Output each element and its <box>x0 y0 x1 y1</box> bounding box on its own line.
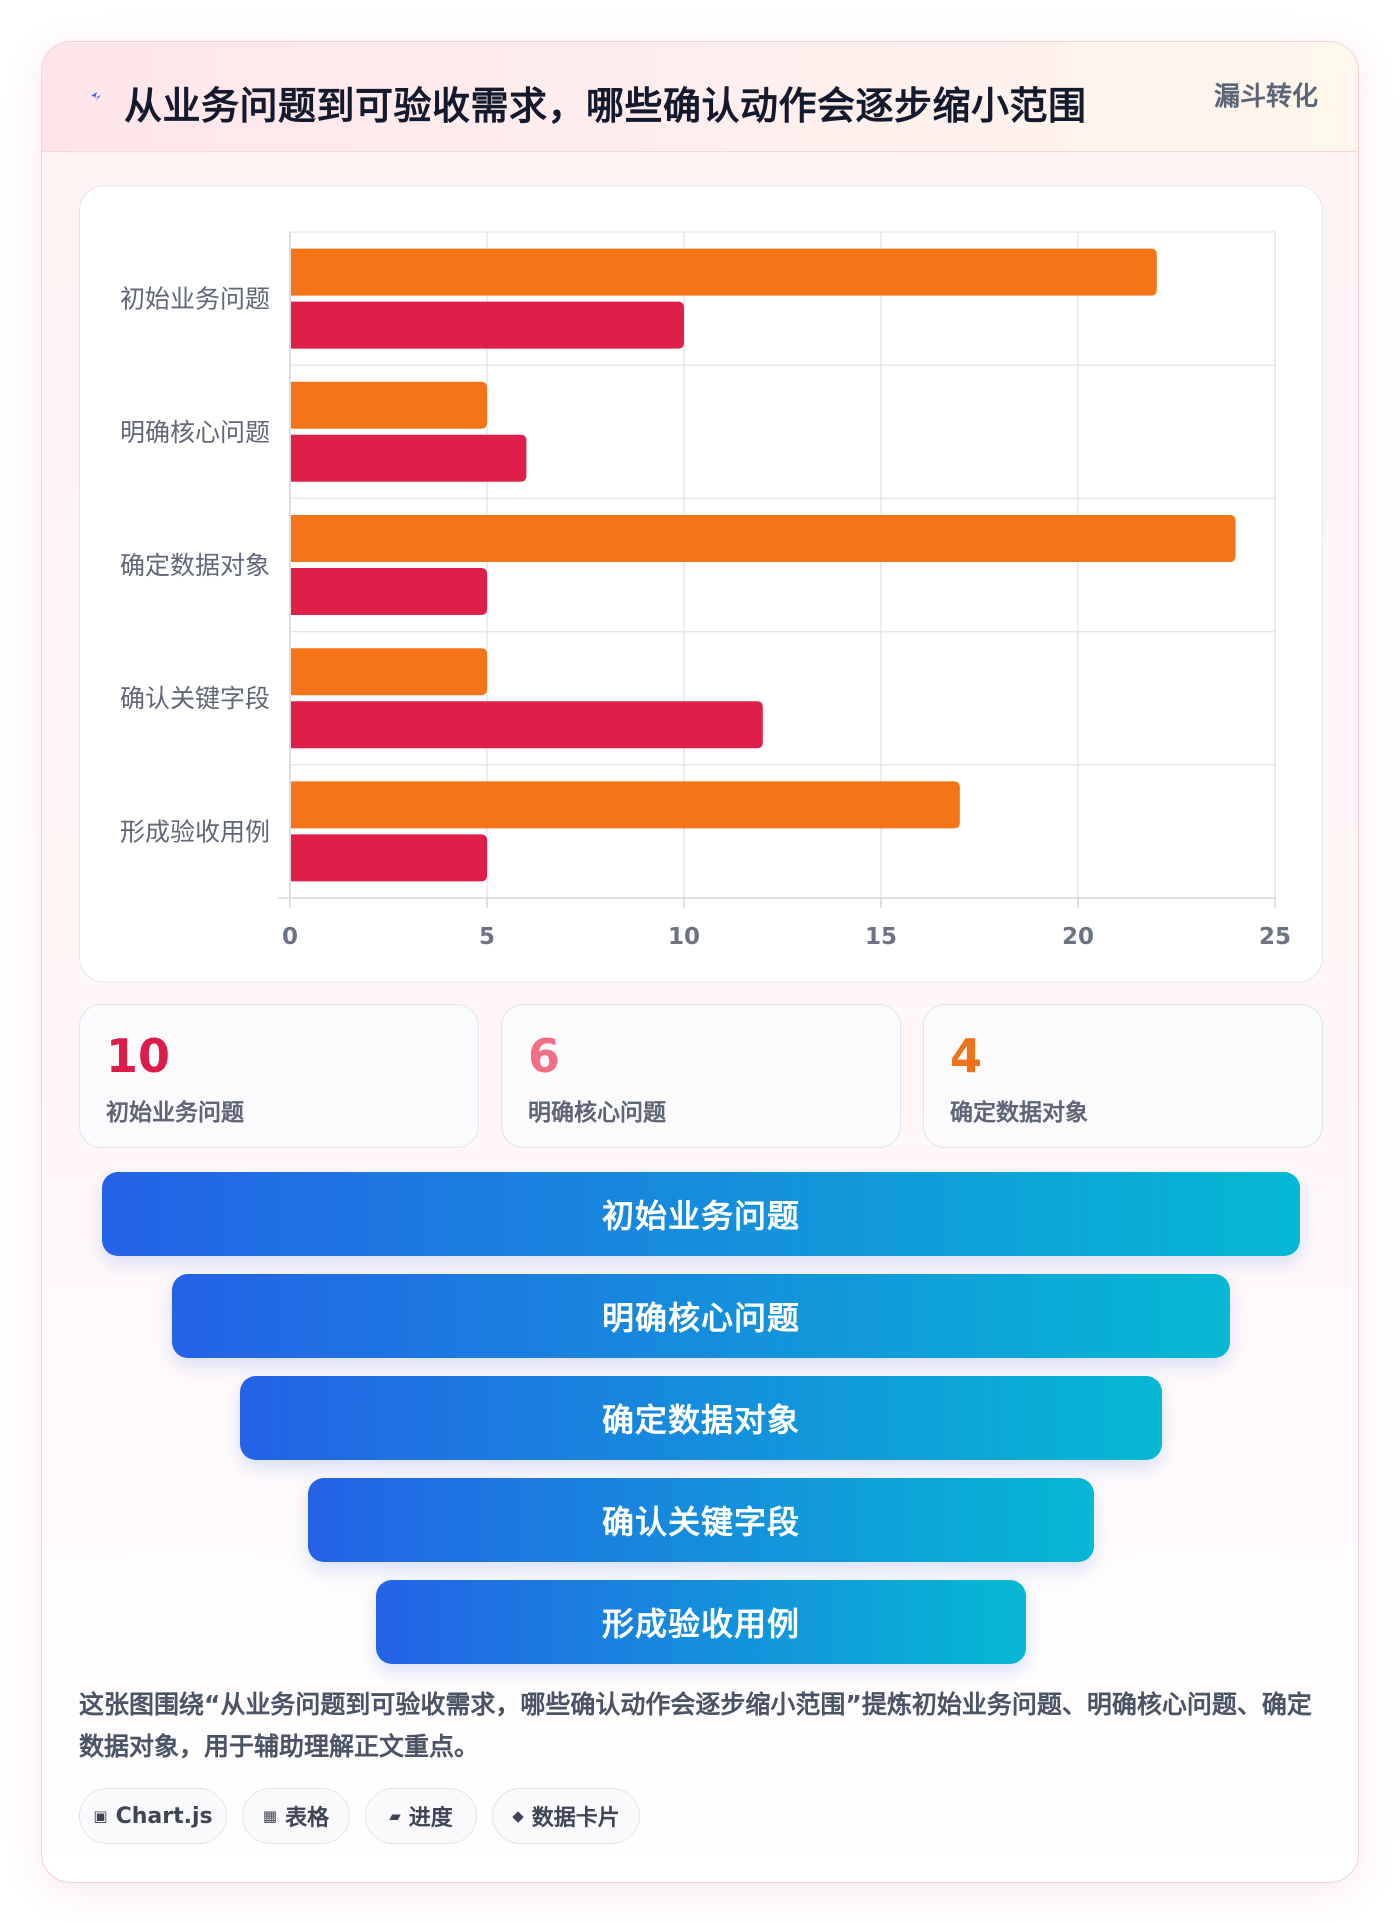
chip-label: Chart.js <box>115 1803 213 1829</box>
bar <box>291 301 684 349</box>
funnel-stage: 确定数据对象 <box>240 1376 1162 1460</box>
chip-data-card[interactable]: ◆ 数据卡片 <box>492 1788 640 1844</box>
description-text: 这张图围绕“从业务问题到可验收需求，哪些确认动作会逐步缩小范围”提炼初始业务问题… <box>79 1690 1312 1761</box>
stat-value: 4 <box>950 1029 983 1083</box>
chip-icon: ▦ <box>262 1807 278 1825</box>
lightning-icon <box>91 92 101 101</box>
page-title: 从业务问题到可验收需求，哪些确认动作会逐步缩小范围 <box>124 84 1087 128</box>
stat-label: 明确核心问题 <box>528 1100 666 1126</box>
bar <box>291 381 487 429</box>
category-tag: 漏斗转化 <box>1213 82 1318 112</box>
chip-label: 表格 <box>285 1806 330 1831</box>
bar <box>291 434 527 482</box>
bar <box>291 701 763 749</box>
funnel-stage: 形成验收用例 <box>376 1580 1026 1664</box>
stat-cards: 10 初始业务问题 6 明确核心问题 4 确定数据对象 <box>79 1004 1323 1148</box>
bar <box>291 515 1236 562</box>
funnel-stage: 明确核心问题 <box>172 1274 1230 1358</box>
x-tick-label: 25 <box>1259 924 1291 950</box>
x-tick-label: 10 <box>668 924 700 950</box>
funnel-stage: 初始业务问题 <box>102 1172 1300 1256</box>
stat-card: 4 确定数据对象 <box>923 1004 1323 1148</box>
stat-value: 10 <box>106 1029 171 1083</box>
bar <box>291 834 487 882</box>
bar <box>291 248 1157 296</box>
chip-table[interactable]: ▦ 表格 <box>242 1788 350 1844</box>
bar-chart: 0 5 10 15 20 25 初始业务问题 明确核心问题 确定数据对象 确认关键字段 形成验收用例 <box>79 185 1323 983</box>
card-header: 从业务问题到可验收需求，哪些确认动作会逐步缩小范围 漏斗转化 <box>42 42 1358 152</box>
y-category-label: 确认关键字段 <box>120 684 270 713</box>
chip-label: 进度 <box>408 1806 453 1831</box>
chip-icon: ▣ <box>93 1807 108 1825</box>
stat-label: 确定数据对象 <box>950 1100 1088 1126</box>
x-tick-label: 15 <box>865 924 897 950</box>
x-tick-label: 20 <box>1062 924 1094 950</box>
x-tick-label: 5 <box>479 924 495 950</box>
y-category-label: 确定数据对象 <box>120 551 270 580</box>
bar <box>291 781 960 829</box>
bar <box>291 648 487 696</box>
chip-label: 数据卡片 <box>531 1806 620 1831</box>
stat-card: 6 明确核心问题 <box>501 1004 901 1148</box>
y-category-label: 初始业务问题 <box>120 285 270 314</box>
y-category-label: 明确核心问题 <box>120 418 270 447</box>
x-tick-label: 0 <box>282 924 298 950</box>
funnel-stage: 确认关键字段 <box>308 1478 1094 1562</box>
chip-progress[interactable]: ▰ 进度 <box>365 1788 477 1844</box>
chip-icon: ▰ <box>389 1807 401 1825</box>
funnel: 初始业务问题 明确核心问题 确定数据对象 确认关键字段 形成验收用例 <box>42 1172 1358 1672</box>
stat-card: 10 初始业务问题 <box>79 1004 479 1148</box>
stat-value: 6 <box>528 1029 561 1083</box>
bar <box>291 568 487 615</box>
y-category-label: 形成验收用例 <box>120 817 270 846</box>
infographic-card: 从业务问题到可验收需求，哪些确认动作会逐步缩小范围 漏斗转化 0 5 10 15 20 2… <box>41 41 1359 1883</box>
chip-chartjs[interactable]: ▣ Chart.js <box>79 1788 227 1844</box>
chip-icon: ◆ <box>512 1807 524 1825</box>
stat-label: 初始业务问题 <box>106 1100 244 1126</box>
